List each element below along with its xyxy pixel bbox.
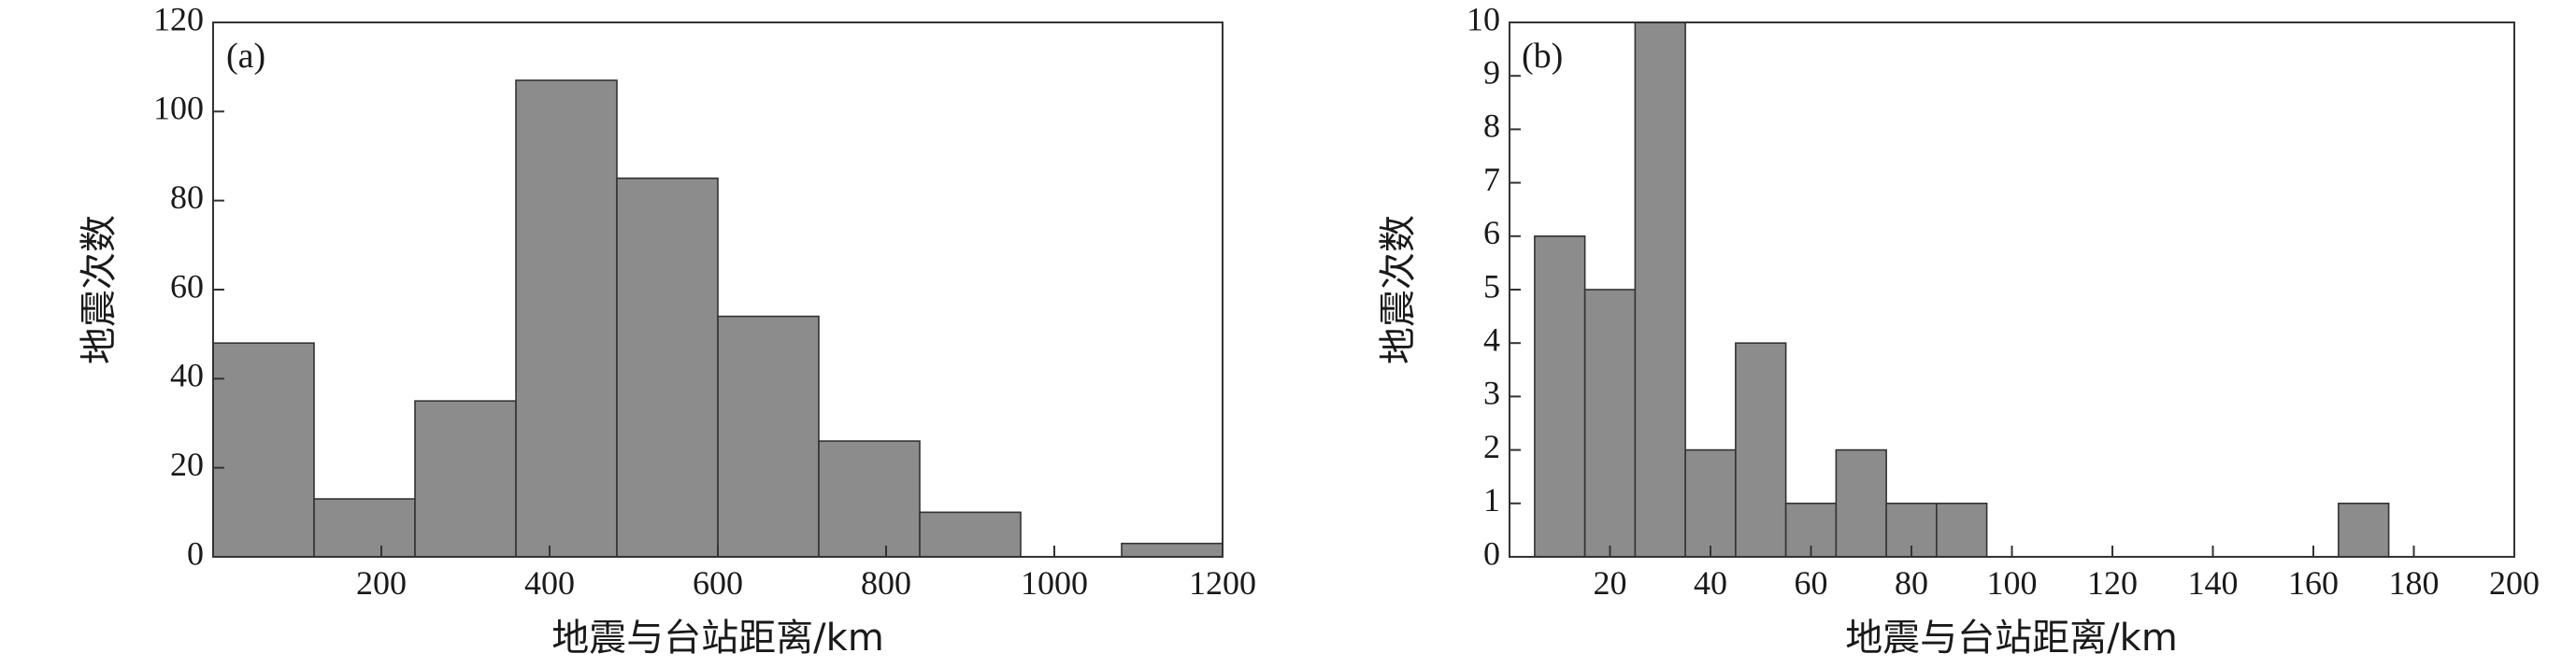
bar-a-5 <box>717 315 820 558</box>
x-tick-label-b-180: 180 <box>2389 564 2440 602</box>
bar-a-3 <box>515 79 618 558</box>
bar-b-0 <box>1534 235 1586 558</box>
bar-a-9 <box>1121 542 1224 558</box>
y-tick-label-a-60: 60 <box>170 267 204 305</box>
y-tick-label-b-2: 2 <box>1483 428 1500 465</box>
x-tick-label-a-400: 400 <box>524 564 575 602</box>
bar-b-6 <box>1835 448 1887 558</box>
y-tick-label-b-3: 3 <box>1483 375 1500 412</box>
bar-b-9 <box>2338 502 2390 558</box>
bar-b-2 <box>1634 21 1686 558</box>
y-tick-label-a-40: 40 <box>170 357 204 394</box>
x-tick-label-a-200: 200 <box>356 564 407 602</box>
bar-a-4 <box>616 178 719 558</box>
y-tick-label-b-9: 9 <box>1483 53 1500 91</box>
bar-a-7 <box>919 511 1022 558</box>
panel-label-a: (a) <box>226 36 265 76</box>
y-tick-label-a-100: 100 <box>153 90 204 127</box>
panel-label-b: (b) <box>1522 36 1563 76</box>
x-tick-label-b-140: 140 <box>2188 564 2239 602</box>
y-tick-label-b-4: 4 <box>1483 320 1500 358</box>
x-tick-label-b-20: 20 <box>1594 564 1627 602</box>
y-tick-label-a-0: 0 <box>187 534 204 572</box>
x-tick-label-b-60: 60 <box>1795 564 1828 602</box>
bar-a-2 <box>414 400 517 558</box>
y-tick-label-a-20: 20 <box>170 446 204 483</box>
bar-a-1 <box>313 498 416 558</box>
y-tick-label-b-0: 0 <box>1483 534 1500 572</box>
y-tick-label-a-80: 80 <box>170 178 204 216</box>
x-tick-label-a-800: 800 <box>861 564 911 602</box>
x-tick-label-b-100: 100 <box>1987 564 2038 602</box>
bar-b-1 <box>1583 289 1637 558</box>
y-tick-label-b-6: 6 <box>1483 214 1500 251</box>
x-tick-label-b-80: 80 <box>1895 564 1928 602</box>
bar-b-3 <box>1684 448 1737 558</box>
bar-a-0 <box>212 342 315 558</box>
x-tick-label-a-600: 600 <box>693 564 743 602</box>
x-tick-label-b-120: 120 <box>2087 564 2138 602</box>
y-tick-label-b-7: 7 <box>1483 161 1500 198</box>
y-tick-label-b-1: 1 <box>1483 481 1500 519</box>
y-axis-title-a: 地震次数 <box>78 215 121 364</box>
x-tick-label-b-40: 40 <box>1694 564 1727 602</box>
y-tick-label-b-10: 10 <box>1467 0 1500 37</box>
bar-b-8 <box>1936 502 1988 558</box>
bar-b-4 <box>1735 342 1787 558</box>
y-tick-label-b-8: 8 <box>1483 107 1500 145</box>
bar-a-6 <box>818 440 921 558</box>
y-axis-title-b: 地震次数 <box>1377 215 1420 364</box>
x-tick-label-a-1200: 1200 <box>1189 564 1256 602</box>
x-tick-label-b-200: 200 <box>2489 564 2540 602</box>
y-tick-label-b-5: 5 <box>1483 267 1500 305</box>
chart-panel-a: 0 20 40 60 80 100 120 200 400 600 800 1000 1200 地震与台站… <box>78 0 1256 660</box>
x-axis-title-b: 地震与台站距离/km <box>1845 617 2178 660</box>
x-axis-title-a: 地震与台站距离/km <box>551 617 884 660</box>
chart-panel-b: 0 1 2 3 4 5 6 7 8 9 10 20 40 60 80 100 120 140 160 180 200 地震… <box>1377 0 2540 660</box>
x-tick-label-b-160: 160 <box>2288 564 2339 602</box>
x-tick-label-a-1000: 1000 <box>1021 564 1088 602</box>
y-tick-label-a-120: 120 <box>153 0 204 37</box>
